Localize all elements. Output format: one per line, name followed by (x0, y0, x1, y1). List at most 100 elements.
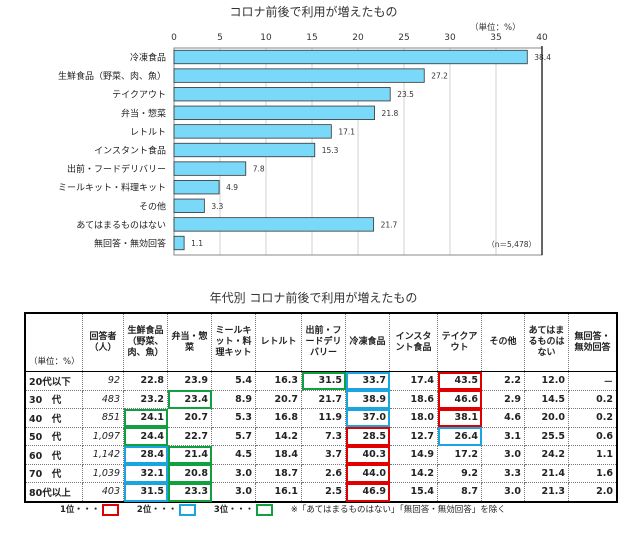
percent-cell: 14.2 (255, 426, 302, 446)
percent-cell: 3.0 (481, 482, 525, 502)
bar (173, 142, 316, 158)
category-label: 弁当・惣菜 (121, 107, 166, 119)
percent-cell: 14.5 (524, 389, 569, 409)
data-label: 3.3 (211, 202, 223, 211)
age-group-label: 30 代 (24, 389, 83, 409)
percent-cell: 23.3 (167, 482, 212, 502)
percent-cell: 3.0 (211, 463, 256, 483)
percent-cell: 4.5 (211, 445, 256, 465)
table-row: 80代以上 403 31.5 23.3 3.0 16.1 2.5 46.9 15.4 8.7 3.0… (24, 482, 618, 502)
percent-cell: 28.4 (123, 445, 168, 465)
percent-cell: 12.7 (389, 426, 438, 446)
age-group-label: 60 代 (24, 445, 83, 465)
percent-cell: 4.6 (481, 408, 525, 428)
data-label: 21.7 (381, 220, 398, 229)
legend-label: 1位・・・ (60, 505, 100, 515)
column-header: 冷凍食品 (345, 312, 390, 372)
percent-cell: 20.7 (167, 408, 212, 428)
column-header: あてはまるものはない (524, 312, 569, 372)
percent-cell: 20.0 (524, 408, 569, 428)
percent-cell: 43.5 (437, 371, 482, 391)
percent-cell: 16.1 (255, 482, 302, 502)
percent-cell: 21.7 (301, 389, 346, 409)
percent-cell: 1.1 (568, 445, 618, 465)
percent-cell: 8.7 (437, 482, 482, 502)
table-row: 30 代 483 23.2 23.4 8.9 20.7 21.7 38.9 18.6 46.6 2.… (24, 389, 618, 409)
percent-cell: 8.9 (211, 389, 256, 409)
table-title: 年代別 コロナ前後で利用が増えたもの (209, 291, 418, 305)
percent-cell: 1.6 (568, 463, 618, 483)
percent-cell: 23.2 (123, 389, 168, 409)
percent-cell: 11.9 (301, 408, 346, 428)
legend-item: 3位・・・ (214, 503, 285, 516)
age-group-label: 20代以下 (24, 371, 83, 391)
category-label: 無回答・無効回答 (94, 238, 166, 250)
bar (173, 217, 375, 232)
data-label: 21.8 (382, 109, 399, 118)
category-label: ミールキット・料理キット (58, 182, 166, 194)
percent-cell: 46.9 (345, 482, 390, 502)
category-label: 冷凍食品 (130, 52, 166, 64)
legend-label: 3位・・・ (213, 505, 254, 515)
column-header: その他 (481, 312, 525, 372)
data-label: 7.8 (253, 165, 265, 174)
data-label: 15.3 (322, 146, 339, 155)
percent-cell: 18.7 (255, 463, 302, 483)
percent-cell: 24.4 (123, 426, 168, 446)
column-header: テイクアウト (437, 312, 482, 372)
table-row: 70 代 1,039 32.1 20.8 3.0 18.7 2.6 44.0 14.2 9.2 3.… (24, 463, 618, 483)
percent-cell: 18.6 (389, 389, 438, 409)
percent-cell: 31.5 (301, 371, 346, 391)
percent-cell: 3.1 (481, 426, 525, 446)
percent-cell: 22.8 (123, 371, 168, 391)
table-row: 20代以下 92 22.8 23.9 5.4 16.3 31.5 33.7 17.4 43.5 2.… (24, 371, 618, 391)
category-label: テイクアウト (112, 90, 166, 101)
percent-cell: 17.4 (389, 371, 438, 391)
respondent-count: 483 (82, 389, 124, 409)
percent-cell: 0.6 (568, 426, 618, 446)
percent-cell: 25.5 (524, 426, 569, 446)
bar (173, 198, 205, 213)
percent-cell: － (568, 371, 618, 391)
table-row: 40 代 851 24.1 20.7 5.3 16.8 11.9 37.0 18.0 38.1 4.… (24, 408, 618, 428)
bar (173, 235, 185, 251)
bar (173, 105, 375, 120)
percent-cell: 3.0 (211, 482, 256, 502)
table-row: 60 代 1,142 28.4 21.4 4.5 18.4 3.7 40.3 14.9 17.2 3… (24, 445, 618, 465)
percent-cell: 2.2 (481, 371, 525, 391)
age-group-label: 40 代 (24, 408, 83, 428)
bar-chart: 0 5 10 15 20 25 30 35 40 冷凍食品 38.4 生鮮食品（野菜、肉、魚） 27.2… (58, 33, 551, 256)
percent-cell: 26.4 (437, 426, 482, 446)
percent-cell: 16.8 (255, 408, 302, 428)
data-label: 4.9 (226, 183, 238, 192)
percent-cell: 9.2 (437, 463, 482, 483)
column-header: レトルト (255, 312, 302, 372)
respondent-count: 851 (82, 408, 124, 428)
x-tick-label: 25 (398, 33, 409, 43)
legend-swatch-icon (178, 503, 196, 516)
percent-cell: 3.0 (481, 445, 525, 465)
chart-unit-label: （単位：%） (470, 23, 521, 33)
percent-cell: 24.2 (524, 445, 569, 465)
percent-cell: 24.1 (123, 408, 168, 428)
category-label: レトルト (130, 128, 166, 138)
percent-cell: 20.8 (167, 463, 212, 483)
data-label: 27.2 (431, 72, 448, 81)
rank-legend: 1位・・・ 2位・・・ 3位・・・ ※「あてはまるものはない」「無回答・無効回答」を除… (60, 503, 506, 516)
respondent-count: 92 (82, 371, 124, 391)
x-tick-label: 5 (217, 33, 223, 43)
percent-cell: 22.7 (167, 426, 212, 446)
respondent-count: 1,039 (82, 463, 124, 483)
age-breakdown-table: （単位：%） 回答者（人） 生鮮食品（野菜、肉、魚） 弁当・惣菜 ミールキット・料理キ… (24, 312, 618, 503)
percent-cell: 12.0 (524, 371, 569, 391)
percent-cell: 2.9 (481, 389, 525, 409)
legend-swatch-icon (101, 503, 119, 516)
bar (173, 49, 528, 65)
percent-cell: 2.5 (301, 482, 346, 502)
percent-cell: 5.4 (211, 371, 256, 391)
category-label: インスタント食品 (94, 145, 166, 157)
percent-cell: 2.6 (301, 463, 346, 483)
sample-size-note: （n＝5,478） (487, 240, 536, 249)
column-header: 生鮮食品（野菜、肉、魚） (123, 312, 168, 372)
percent-cell: 28.5 (345, 426, 390, 446)
